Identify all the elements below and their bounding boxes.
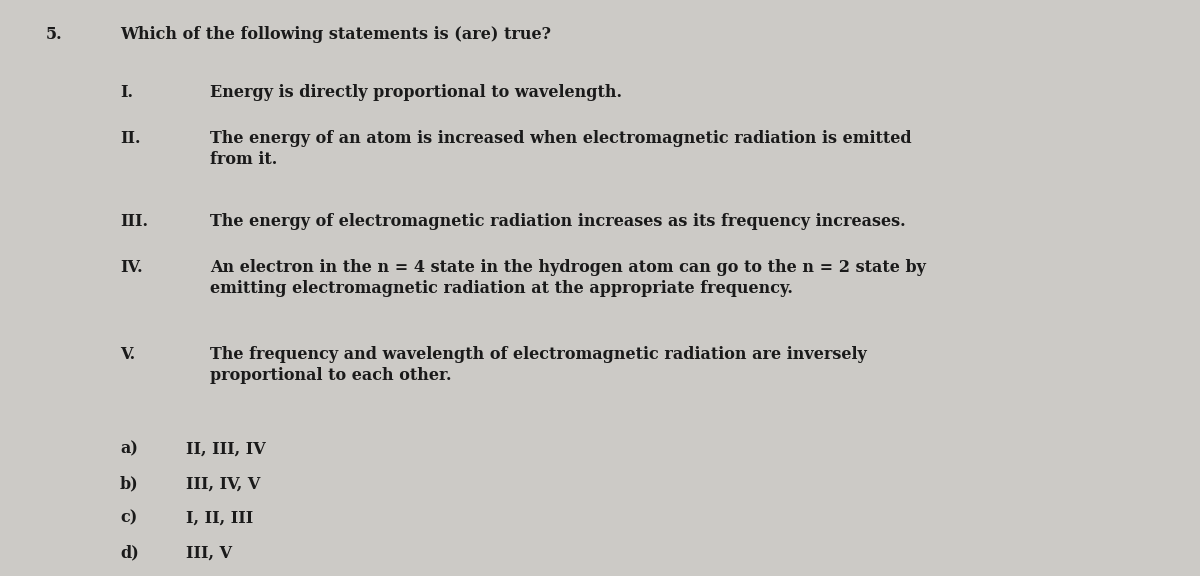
Text: The energy of electromagnetic radiation increases as its frequency increases.: The energy of electromagnetic radiation … [210, 213, 906, 230]
Text: IV.: IV. [120, 259, 143, 276]
Text: III.: III. [120, 213, 148, 230]
Text: II, III, IV: II, III, IV [186, 441, 265, 458]
Text: II.: II. [120, 130, 140, 147]
Text: a): a) [120, 441, 138, 458]
Text: Energy is directly proportional to wavelength.: Energy is directly proportional to wavel… [210, 84, 622, 101]
Text: The energy of an atom is increased when electromagnetic radiation is emitted
fro: The energy of an atom is increased when … [210, 130, 912, 168]
Text: III, IV, V: III, IV, V [186, 475, 260, 492]
Text: An electron in the n = 4 state in the hydrogen atom can go to the n = 2 state by: An electron in the n = 4 state in the hy… [210, 259, 926, 297]
Text: I, II, III: I, II, III [186, 510, 253, 527]
Text: The frequency and wavelength of electromagnetic radiation are inversely
proporti: The frequency and wavelength of electrom… [210, 346, 866, 384]
Text: c): c) [120, 510, 137, 527]
Text: 5.: 5. [46, 26, 62, 43]
Text: III, V: III, V [186, 544, 232, 562]
Text: Which of the following statements is (are) true?: Which of the following statements is (ar… [120, 26, 551, 43]
Text: V.: V. [120, 346, 136, 363]
Text: b): b) [120, 475, 139, 492]
Text: d): d) [120, 544, 139, 562]
Text: I.: I. [120, 84, 133, 101]
